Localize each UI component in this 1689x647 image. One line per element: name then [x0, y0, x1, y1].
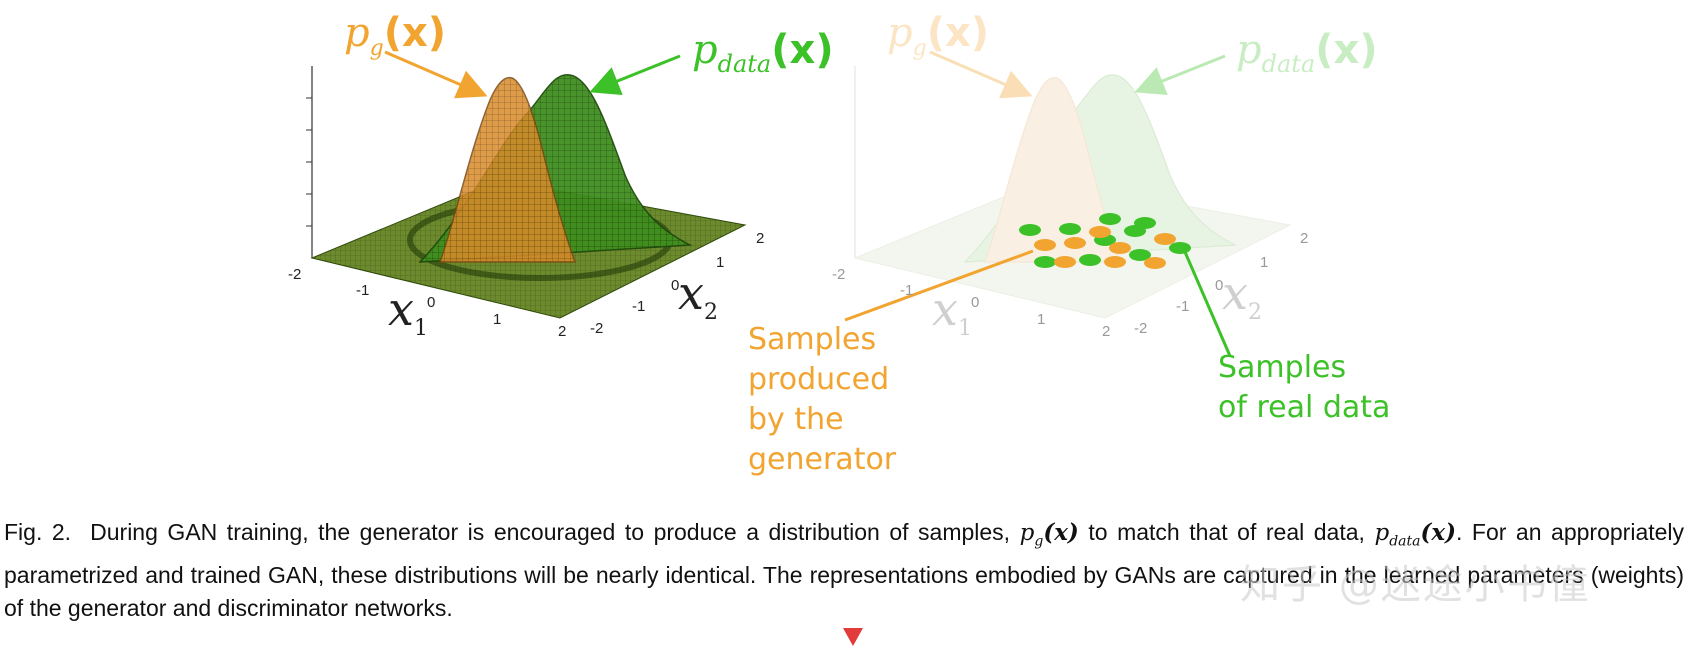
generated-sample-dot [1089, 226, 1111, 238]
generated-sample-dot [1144, 257, 1166, 269]
real-sample-dot [1059, 223, 1081, 235]
right-x1-tick: -2 [832, 266, 846, 283]
right-x1-tick: 0 [971, 294, 980, 311]
generated-sample-dot [1104, 256, 1126, 268]
caption-part2: to match that of real data, [1088, 519, 1365, 545]
left-x1-tick: -2 [288, 266, 302, 283]
real-sample-dot [1169, 242, 1191, 254]
generator-samples-label: Samples produced by the generator [748, 322, 897, 477]
pg-arrow [384, 50, 488, 99]
generator-callout-line [844, 249, 1034, 322]
real-sample-dot [1129, 249, 1151, 261]
right-x2-tick: 1 [1260, 254, 1269, 271]
left-x2-tick: -1 [632, 298, 646, 315]
left-pdata-label: pdata(x) [692, 27, 834, 78]
right-x1-tick: 1 [1037, 311, 1046, 328]
figure-caption: Fig. 2. During GAN training, the generat… [4, 516, 1684, 625]
base-plane-faded [853, 179, 1292, 319]
real-sample-dot [1099, 213, 1121, 225]
left-x1-axis-label: x1 [388, 282, 428, 342]
left-x1-tick: 2 [558, 323, 567, 340]
sample-dots [1019, 213, 1191, 269]
right-x2-tick: 2 [1300, 230, 1309, 247]
right-x2-tick: 0 [1215, 277, 1224, 294]
left-x1-tick: -1 [356, 282, 370, 299]
right-x2-axis-label: x2 [1222, 266, 1262, 326]
real-data-callout-line [1183, 251, 1232, 357]
right-x1-tick: -1 [900, 282, 914, 299]
pg-surface-faded [984, 77, 1121, 263]
caption-part3: . For an appropriately parametrized and … [4, 519, 1685, 621]
left-x2-tick: 2 [756, 230, 765, 247]
left-pg-label: pg(x) [344, 10, 447, 61]
left-x1-tick: 1 [493, 311, 502, 328]
right-pg-label: pg(x) [887, 10, 990, 61]
real-sample-dot [1034, 256, 1056, 268]
surface-plots [306, 50, 1292, 357]
right-x1-tick: 2 [1102, 323, 1111, 340]
left-x2-tick: -2 [590, 320, 604, 337]
caption-part1: During GAN training, the generator is en… [90, 519, 1011, 545]
watermark: 知乎 @迷途小书僮 [1240, 562, 1591, 608]
caption-prefix: Fig. 2. [4, 519, 72, 545]
right-x2-tick: -1 [1176, 298, 1190, 315]
right-pdata-label: pdata(x) [1236, 27, 1378, 78]
pdata-arrow [589, 54, 681, 96]
generated-sample-dot [1054, 256, 1076, 268]
real-sample-dot [1134, 217, 1156, 229]
left-surface-plot [306, 50, 747, 319]
left-x2-axis-label: x2 [678, 266, 718, 326]
generated-sample-dot [1064, 237, 1086, 249]
generated-sample-dot [1034, 239, 1056, 251]
pdata-surface-faded [963, 74, 1238, 263]
right-x2-tick: -2 [1134, 320, 1148, 337]
caption-math-pg: pg(x) [1019, 519, 1079, 550]
pg-surface [438, 76, 577, 263]
left-x1-tick: 0 [427, 294, 436, 311]
generated-sample-dot [1109, 242, 1131, 254]
real-sample-dot [1019, 224, 1041, 236]
right-surface-plot [853, 50, 1292, 319]
figure: pg(x) pdata(x) -2 -1 0 1 2 -2 -1 0 1 2 x… [288, 10, 1391, 477]
generated-sample-dot [1154, 233, 1176, 245]
right-x1-axis-label: x1 [932, 282, 972, 342]
red-triangle-marker-icon [843, 628, 863, 646]
real-sample-dot [1079, 254, 1101, 266]
real-samples-label: Samples of real data [1218, 350, 1391, 425]
caption-math-pdata: pdata(x) [1374, 519, 1456, 550]
left-x2-tick: 1 [716, 254, 725, 271]
left-x2-tick: 0 [671, 277, 680, 294]
